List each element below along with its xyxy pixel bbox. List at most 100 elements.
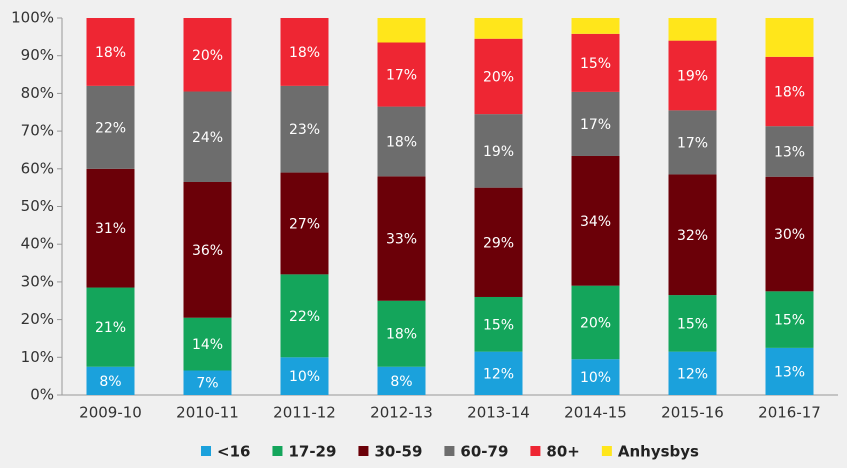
- x-tick-label: 2009-10: [79, 404, 142, 422]
- bar-segment: [765, 56, 814, 127]
- data-label: 8%: [390, 374, 412, 390]
- data-label: 13%: [774, 364, 805, 380]
- bar-segment: [668, 351, 717, 395]
- bar-segment: [765, 126, 814, 177]
- data-label: 15%: [580, 56, 611, 72]
- data-label: 31%: [95, 221, 126, 237]
- data-label: 18%: [774, 85, 805, 101]
- y-tick-label: 0%: [30, 386, 54, 404]
- bar-segment: [571, 33, 620, 92]
- bar-segment: [183, 181, 232, 318]
- bar-segment: [474, 187, 523, 297]
- legend-label: 60-79: [460, 443, 508, 461]
- bar-segment: [765, 176, 814, 292]
- legend-label: <16: [217, 443, 250, 461]
- bar-segment: [86, 85, 135, 169]
- bar-segment: [86, 287, 135, 367]
- data-label: 15%: [774, 313, 805, 329]
- legend-label: 17-29: [288, 443, 336, 461]
- x-tick-label: 2013-14: [467, 404, 530, 422]
- data-label: 24%: [192, 130, 223, 146]
- legend-label: 80+: [546, 443, 579, 461]
- x-tick-label: 2012-13: [370, 404, 433, 422]
- data-label: 17%: [677, 135, 708, 151]
- data-label: 12%: [483, 366, 514, 382]
- x-tick-label: 2010-11: [176, 404, 239, 422]
- bar-segment: [474, 296, 523, 352]
- data-label: 18%: [289, 45, 320, 61]
- bar-segment: [765, 291, 814, 348]
- bar-segment: [86, 168, 135, 288]
- bar-segment: [377, 300, 426, 367]
- data-label: 20%: [192, 48, 223, 64]
- x-tick-label: 2014-15: [564, 404, 627, 422]
- data-label: 33%: [386, 232, 417, 248]
- data-label: 14%: [192, 337, 223, 353]
- bar-segment: [474, 114, 523, 188]
- data-label: 32%: [677, 228, 708, 244]
- bar-segment: [668, 40, 717, 111]
- bar-segment: [280, 85, 329, 173]
- bar-segment: [183, 18, 232, 92]
- x-tick-label: 2016-17: [758, 404, 821, 422]
- legend-marker: [601, 446, 612, 456]
- data-label: 19%: [483, 144, 514, 160]
- legend-marker: [201, 446, 212, 456]
- x-tick-label: 2011-12: [273, 404, 336, 422]
- data-label: 20%: [580, 315, 611, 331]
- data-label: 12%: [677, 366, 708, 382]
- bar-segment: [377, 18, 426, 43]
- bar-segment: [765, 347, 814, 395]
- data-label: 13%: [774, 144, 805, 160]
- legend-label: Anhysbys: [618, 443, 699, 461]
- data-label: 18%: [386, 134, 417, 150]
- bar-segment: [571, 91, 620, 156]
- bar-segment: [377, 106, 426, 177]
- bar-segment: [668, 295, 717, 352]
- data-label: 17%: [386, 68, 417, 84]
- y-tick-label: 60%: [21, 159, 54, 177]
- y-tick-label: 40%: [21, 235, 54, 253]
- y-tick-label: 20%: [21, 310, 54, 328]
- bar-segment: [668, 174, 717, 296]
- bar-segment: [571, 18, 620, 34]
- bar-segment: [474, 38, 523, 115]
- bar-segment: [280, 172, 329, 275]
- bar-segment: [668, 110, 717, 175]
- data-label: 29%: [483, 235, 514, 251]
- data-label: 10%: [580, 370, 611, 386]
- bar-segment: [86, 366, 135, 395]
- y-tick-label: 80%: [21, 84, 54, 102]
- bar-segment: [280, 274, 329, 358]
- data-label: 34%: [580, 214, 611, 230]
- bar-segment: [377, 176, 426, 301]
- bar-segment: [571, 285, 620, 360]
- bar-segment: [183, 317, 232, 371]
- bar-segment: [571, 359, 620, 395]
- bar-segment: [183, 370, 232, 395]
- y-tick-label: 30%: [21, 272, 54, 290]
- bar-segment: [377, 366, 426, 395]
- x-tick-label: 2015-16: [661, 404, 724, 422]
- y-tick-label: 70%: [21, 122, 54, 140]
- bar-segment: [474, 351, 523, 395]
- y-tick-label: 100%: [11, 9, 54, 27]
- legend-marker: [272, 446, 283, 456]
- y-tick-label: 10%: [21, 348, 54, 366]
- data-label: 19%: [677, 68, 708, 84]
- data-label: 22%: [289, 309, 320, 325]
- bar-segment: [765, 18, 814, 57]
- data-label: 21%: [95, 320, 126, 336]
- bar-segment: [474, 18, 523, 39]
- data-label: 15%: [677, 316, 708, 332]
- y-tick-label: 50%: [21, 197, 54, 215]
- data-label: 20%: [483, 69, 514, 85]
- data-label: 22%: [95, 120, 126, 136]
- bar-segment: [183, 91, 232, 182]
- legend-marker: [444, 446, 455, 456]
- bar-segment: [668, 18, 717, 41]
- bar-segment: [571, 155, 620, 286]
- bar-segment: [280, 357, 329, 395]
- data-label: 36%: [192, 243, 223, 259]
